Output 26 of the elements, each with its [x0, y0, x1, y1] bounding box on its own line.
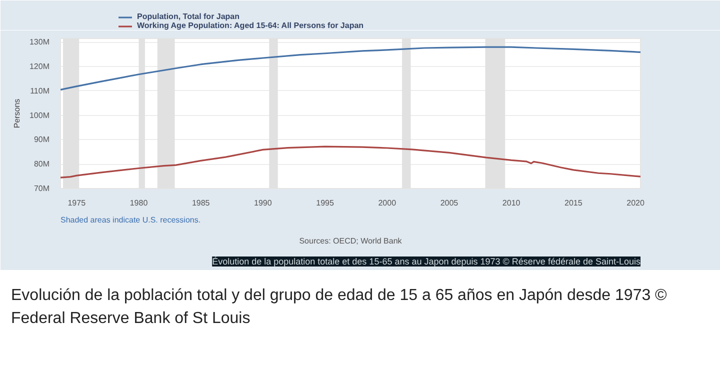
y-tick-label: 100M — [29, 110, 50, 120]
x-tick-label: 2015 — [564, 198, 583, 208]
y-tick-label: 80M — [34, 160, 50, 169]
line-series — [60, 46, 640, 91]
legend-label: Working Age Population: Aged 15-64: All Persons for Japan — [137, 21, 364, 30]
text: Évolution de la population totale et des 15-65 ans au Japon depuis 1973 © Réserve fédérale de Saint-Louis — [212, 256, 641, 266]
y-tick-label: 90M — [34, 135, 50, 144]
y-tick-label: 130M — [29, 38, 50, 47]
y-tick-label: 110M — [30, 86, 50, 96]
x-tick-label: 1980 — [130, 198, 148, 208]
source-note: Sources: OECD; World Bank — [299, 236, 403, 246]
text: Shaded areas indicate U.S. recessions. — [60, 216, 201, 224]
y-axis-title: Persons — [12, 98, 22, 128]
x-tick-label: 2020 — [626, 198, 645, 208]
text: Evolución de la población total y del grupo de edad de 15 a 65 años en Japón desde 1973 © Federal Reserve Bank of St Louis — [11, 286, 668, 329]
x-tick-label: 1990 — [254, 198, 272, 208]
line-series — [60, 146, 640, 178]
y-tick-label: 120M — [29, 62, 50, 72]
x-tick-label: 1995 — [316, 198, 334, 208]
x-tick-label: 1985 — [192, 198, 210, 208]
x-tick-label: 2005 — [440, 198, 459, 208]
x-tick-label: 1975 — [68, 198, 86, 208]
x-tick-label: 2010 — [502, 198, 521, 208]
legend-label: Population, Total for Japan — [137, 12, 240, 21]
y-tick-label: 70M — [34, 184, 50, 193]
x-tick-label: 2000 — [378, 198, 397, 208]
